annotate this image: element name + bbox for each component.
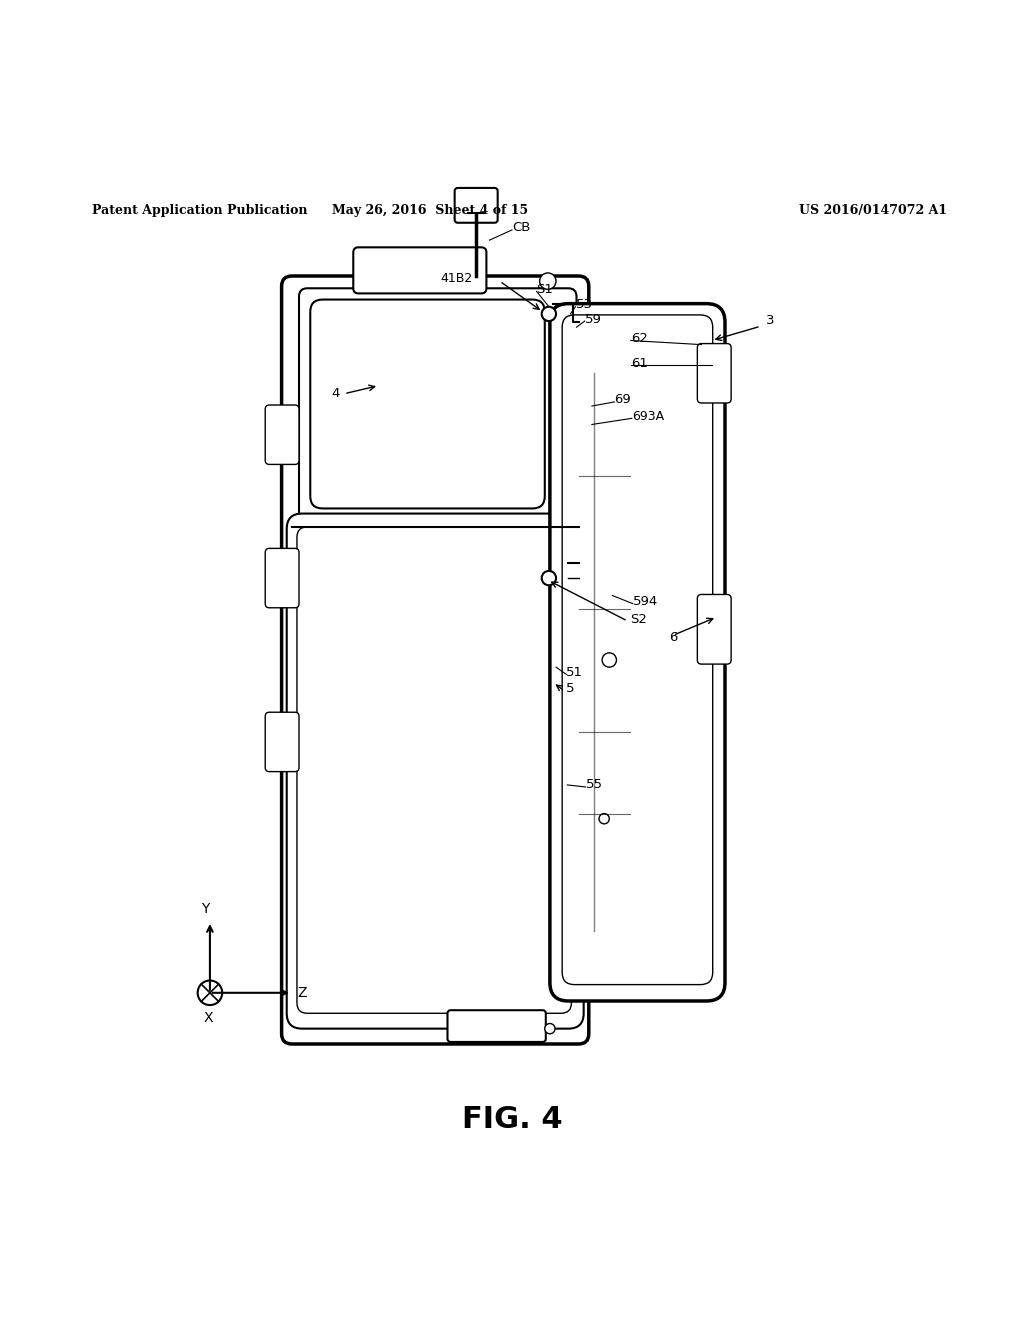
- FancyBboxPatch shape: [353, 247, 486, 293]
- Text: Y: Y: [201, 902, 209, 916]
- Text: 3: 3: [766, 314, 774, 326]
- FancyBboxPatch shape: [697, 594, 731, 664]
- FancyBboxPatch shape: [550, 304, 725, 1001]
- Circle shape: [599, 813, 609, 824]
- Text: S2: S2: [630, 612, 646, 626]
- Text: 594: 594: [633, 595, 658, 609]
- FancyBboxPatch shape: [310, 300, 545, 508]
- FancyBboxPatch shape: [287, 513, 584, 1028]
- Text: X: X: [203, 1011, 213, 1026]
- FancyBboxPatch shape: [282, 276, 589, 1044]
- Text: 51: 51: [566, 665, 584, 678]
- Text: Patent Application Publication: Patent Application Publication: [92, 205, 307, 218]
- Circle shape: [542, 306, 556, 321]
- Text: 61: 61: [631, 356, 647, 370]
- FancyBboxPatch shape: [455, 187, 498, 223]
- Text: 4: 4: [332, 387, 340, 400]
- Text: May 26, 2016  Sheet 4 of 15: May 26, 2016 Sheet 4 of 15: [332, 205, 528, 218]
- Circle shape: [198, 981, 222, 1005]
- Text: US 2016/0147072 A1: US 2016/0147072 A1: [799, 205, 947, 218]
- Text: 55: 55: [586, 779, 603, 792]
- Text: Z: Z: [297, 986, 306, 999]
- FancyBboxPatch shape: [265, 548, 299, 607]
- Text: 69: 69: [614, 393, 631, 407]
- Circle shape: [545, 1023, 555, 1034]
- Text: 693A: 693A: [632, 409, 664, 422]
- Text: S1: S1: [537, 282, 553, 296]
- Text: 6: 6: [669, 631, 677, 644]
- FancyBboxPatch shape: [265, 713, 299, 772]
- Text: 53: 53: [575, 298, 593, 312]
- FancyBboxPatch shape: [299, 288, 577, 520]
- Circle shape: [540, 273, 556, 289]
- FancyBboxPatch shape: [265, 405, 299, 465]
- FancyBboxPatch shape: [447, 1010, 546, 1041]
- FancyBboxPatch shape: [697, 343, 731, 403]
- Circle shape: [542, 572, 556, 585]
- Text: CB: CB: [512, 222, 530, 235]
- Text: FIG. 4: FIG. 4: [462, 1105, 562, 1134]
- Text: 62: 62: [631, 331, 647, 345]
- Text: 41B2: 41B2: [441, 272, 473, 285]
- Text: 59: 59: [585, 313, 601, 326]
- Circle shape: [602, 653, 616, 667]
- Text: 5: 5: [566, 682, 574, 696]
